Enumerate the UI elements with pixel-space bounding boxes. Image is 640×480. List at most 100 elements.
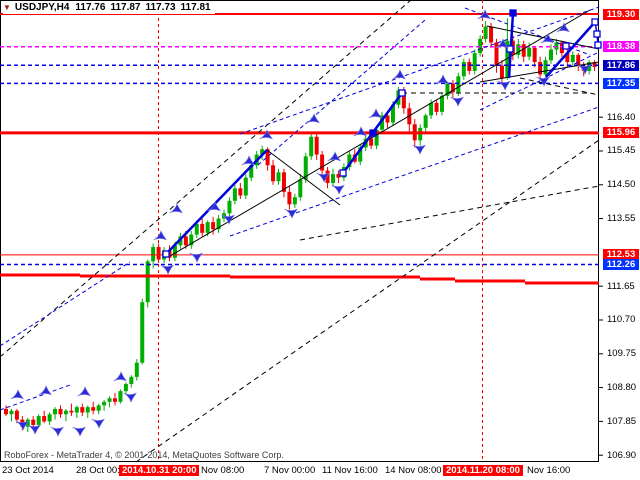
candle-body: [129, 376, 134, 385]
candle-body: [505, 40, 510, 79]
price-level-badge: 118.38: [603, 41, 639, 53]
candle-body: [461, 62, 466, 77]
candle-body: [145, 261, 150, 303]
collapse-arrow-icon[interactable]: ▼: [3, 2, 11, 12]
candle-body: [243, 177, 248, 196]
trendline: [135, 139, 600, 463]
candle-body: [499, 65, 504, 79]
trendline: [0, 261, 131, 347]
fractal-down-arrow-icon: [50, 426, 64, 437]
price-tick-label: 114.50: [607, 179, 636, 191]
zigzag-node-open[interactable]: [591, 18, 599, 26]
zigzag-node-open[interactable]: [562, 42, 570, 50]
fractal-up-arrow-icon: [495, 38, 509, 49]
zigzag-node-open[interactable]: [398, 89, 406, 97]
fractal-down-arrow-icon: [160, 264, 174, 275]
candle-body: [401, 90, 406, 109]
fractal-up-arrow-icon: [77, 386, 91, 397]
fractal-up-arrow-icon: [113, 371, 127, 382]
candle-body: [80, 407, 85, 413]
candle-body: [249, 165, 254, 178]
fractal-down-arrow-icon: [450, 96, 464, 107]
candle-body: [592, 62, 597, 68]
zigzag-node-open[interactable]: [593, 30, 601, 38]
time-axis[interactable]: 23 Oct 2014 28 Oct 00:00 2014.10.31 20:00 N…: [0, 463, 640, 480]
fractal-down-arrow-icon: [27, 424, 41, 435]
trendline: [486, 25, 600, 50]
trendline: [169, 9, 591, 257]
fractal-down-arrow-icon: [72, 426, 86, 437]
fractal-up-arrow-icon: [540, 33, 554, 44]
fractal-down-arrow-icon: [221, 214, 235, 225]
trendline: [0, 0, 412, 358]
candle-body: [227, 200, 232, 214]
price-axis[interactable]: 116.40 115.45 114.50 113.55 111.65 110.70 109.…: [600, 0, 640, 462]
candle-body: [303, 156, 308, 180]
candle-body: [260, 149, 265, 155]
broker-watermark: RoboForex - MetaTrader 4, © 2001-2014, M…: [4, 450, 284, 460]
zigzag-node-open[interactable]: [339, 169, 347, 177]
candle-body: [276, 172, 281, 182]
trendline: [479, 51, 600, 111]
candle-body: [423, 115, 428, 128]
zigzag-node-filled[interactable]: [369, 129, 377, 137]
zigzag-node-open[interactable]: [162, 250, 170, 258]
zigzag-node-open[interactable]: [506, 45, 514, 53]
price-tick-label: 109.75: [607, 348, 637, 360]
candle-body: [472, 53, 477, 71]
ohlc-low: 117.73: [145, 2, 176, 13]
candle-body: [42, 416, 47, 422]
trendline: [257, 19, 426, 166]
date-label: 14 Nov 08:00: [385, 465, 442, 476]
symbol-period-label: USDJPY,H4: [14, 2, 70, 13]
ohlc-header: ▼ USDJPY,H4 117.76 117.87 117.73 117.81: [3, 1, 215, 14]
fractal-up-arrow-icon: [169, 203, 183, 214]
candle-body: [314, 136, 319, 155]
trendline: [479, 61, 600, 83]
price-tick-label: 108.80: [607, 382, 637, 394]
candle-body: [287, 191, 292, 205]
fractal-down-arrow-icon: [316, 172, 330, 183]
ohlc-open: 117.76: [75, 2, 106, 13]
candle-body: [440, 95, 444, 112]
highlighted-date-label: 2014.10.31 20:00: [119, 465, 200, 476]
candle-body: [36, 416, 41, 425]
price-level-badge: 115.96: [603, 127, 639, 139]
candle-body: [369, 138, 374, 146]
fractal-up-arrow-icon: [327, 151, 341, 162]
candle-body: [549, 49, 553, 61]
candle-body: [576, 54, 581, 66]
candle-body: [434, 102, 439, 112]
price-tick-label: 107.85: [607, 415, 637, 427]
candle-body: [309, 136, 314, 157]
candle-body: [4, 408, 8, 415]
candle-body: [494, 42, 499, 66]
candle-body: [53, 408, 58, 415]
date-label: 23 Oct 2014: [2, 465, 54, 476]
candle-body: [336, 174, 341, 178]
plot-border: [0, 0, 599, 462]
price-level-badge: 119.30: [603, 8, 639, 20]
fractal-down-arrow-icon: [189, 252, 203, 263]
zigzag-segment: [165, 149, 268, 255]
candle-body: [527, 47, 532, 57]
date-label: 28 Oct 00:00: [76, 465, 131, 476]
fractal-up-arrow-icon: [435, 74, 449, 85]
fractal-up-arrow-icon: [306, 113, 320, 124]
candle-body: [271, 165, 276, 182]
candle-body: [298, 179, 303, 198]
price-tick-label: 116.40: [607, 111, 636, 123]
candle-body: [429, 102, 434, 116]
zigzag-node-open[interactable]: [594, 41, 602, 49]
fractal-up-arrow-icon: [153, 230, 167, 241]
ohlc-close: 117.81: [180, 2, 211, 13]
candle-body: [9, 410, 14, 415]
trendline: [0, 384, 71, 411]
price-tick-label: 110.70: [607, 314, 636, 326]
candle-body: [467, 62, 472, 71]
fractal-down-arrow-icon: [331, 184, 345, 195]
fractal-down-arrow-icon: [15, 420, 29, 431]
candle-body: [211, 222, 216, 230]
zigzag-node-filled[interactable]: [509, 9, 517, 17]
